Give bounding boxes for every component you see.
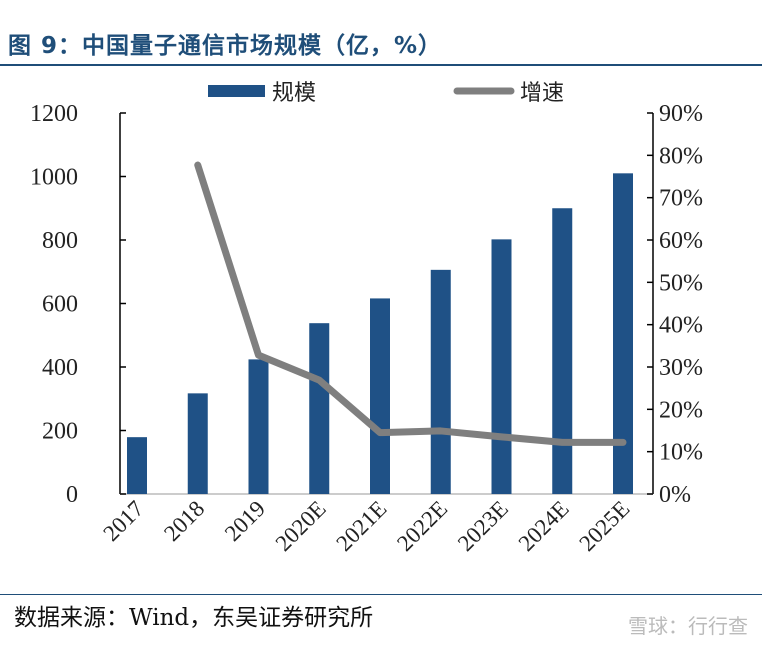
right-tick-label: 30% — [659, 355, 703, 381]
right-tick-label: 10% — [659, 440, 703, 466]
left-tick-label: 200 — [42, 419, 78, 445]
legend-label-bar: 规模 — [272, 80, 316, 105]
bar-2019 — [248, 359, 269, 494]
source-rule — [0, 594, 762, 595]
x-tick-label: 2018 — [159, 496, 209, 546]
x-tick-label: 2024E — [514, 496, 574, 556]
right-tick-label: 40% — [659, 313, 703, 339]
left-tick-label: 0 — [66, 482, 78, 508]
left-tick-label: 800 — [42, 228, 78, 254]
left-tick-label: 1000 — [30, 165, 78, 191]
left-tick-label: 400 — [42, 355, 78, 381]
right-tick-label: 20% — [659, 397, 703, 423]
right-tick-label: 80% — [659, 143, 703, 169]
x-tick-label: 2019 — [220, 496, 270, 546]
figure-title: 图 9：中国量子通信市场规模（亿，%） — [8, 33, 443, 59]
bar-2024E — [552, 208, 573, 494]
x-tick-label: 2021E — [331, 496, 391, 556]
bar-2023E — [491, 239, 512, 494]
legend-label-line: 增速 — [520, 80, 564, 105]
growth-line — [194, 161, 627, 446]
bar-2025E — [613, 173, 633, 494]
bar-2020E — [309, 323, 330, 494]
right-tick-label: 60% — [659, 228, 703, 254]
right-tick-label: 70% — [659, 186, 703, 212]
title-rule — [0, 64, 762, 66]
right-tick-label: 0% — [659, 482, 691, 508]
x-tick-label: 2017 — [98, 496, 148, 546]
right-tick-label: 50% — [659, 270, 703, 296]
x-tick-label: 2023E — [453, 496, 513, 556]
watermark: 雪球：行行查 — [628, 614, 748, 638]
x-tick-label: 2020E — [271, 496, 331, 556]
left-tick-label: 600 — [42, 292, 78, 318]
legend-swatch-bar — [208, 85, 265, 97]
bar-2021E — [370, 298, 390, 494]
x-tick-label: 2022E — [392, 496, 452, 556]
bar-2018 — [187, 393, 208, 494]
chart-svg: 0 200 400 600 800 1000 1200 0% 10% 20% 30% 40% 50% 60… — [30, 80, 703, 556]
x-tick-label: 2025E — [574, 496, 634, 556]
left-tick-label: 1200 — [30, 101, 78, 127]
source-note: 数据来源：Wind，东吴证券研究所 — [14, 605, 374, 631]
right-tick-label: 90% — [659, 101, 703, 127]
bar-2017 — [127, 437, 147, 494]
bar-2022E — [430, 269, 451, 494]
